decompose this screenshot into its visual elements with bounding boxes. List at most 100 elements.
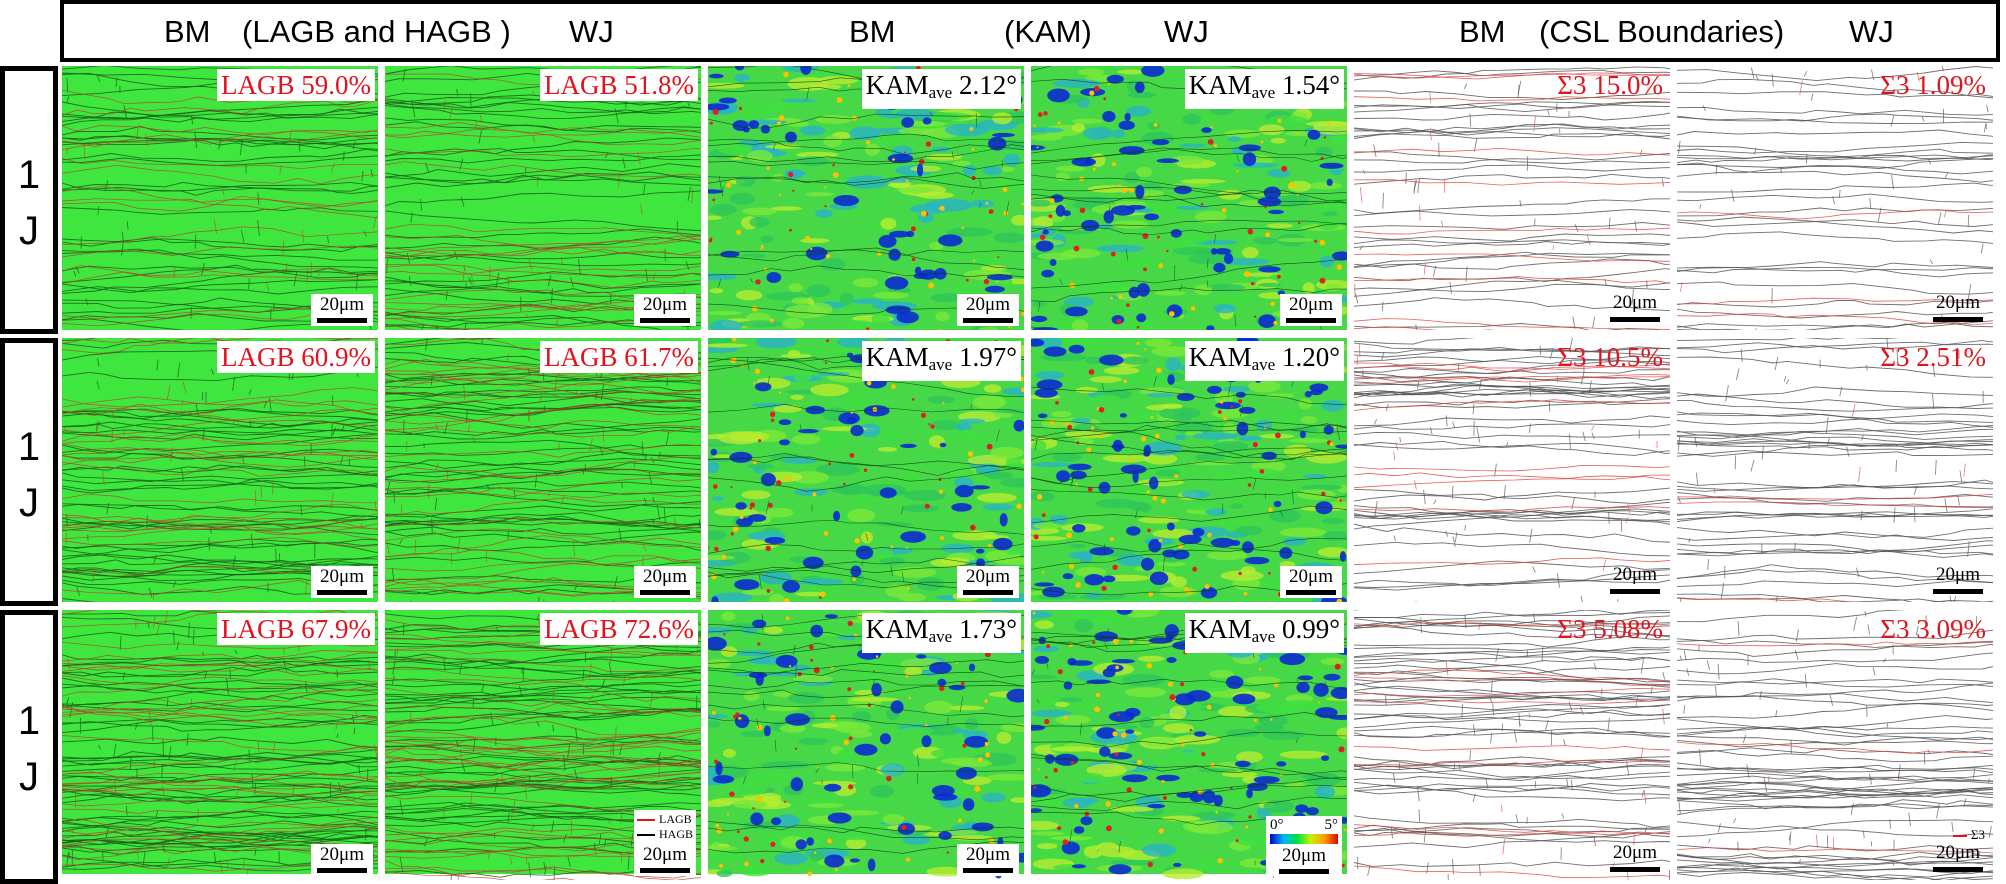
kam-label-subscript: ave bbox=[928, 627, 953, 646]
gb-map-r2-c2: LAGB 61.7% 20μm bbox=[385, 338, 701, 602]
sigma3-fraction-label: Σ3 3.09% bbox=[1880, 614, 1986, 644]
kam-label-subscript: ave bbox=[1251, 355, 1276, 374]
row-label-1-a: 1 bbox=[17, 153, 41, 197]
scale-bar-box: 20μm bbox=[1280, 566, 1342, 598]
scale-bar bbox=[640, 318, 690, 323]
csl-map-r1-c5: Σ3 15.0% 20μm bbox=[1354, 66, 1670, 330]
header-bm-csl: BM bbox=[1459, 14, 1506, 49]
scale-bar bbox=[1286, 590, 1336, 595]
kam-average-label: KAMave 0.99° bbox=[1184, 613, 1344, 653]
scale-bar-box: 20μm bbox=[1927, 840, 1989, 876]
sigma3-legend-text: Σ3 bbox=[1970, 827, 1985, 842]
gb-map-r1-c1: LAGB 59.0% 20μm bbox=[62, 66, 378, 330]
csl-micrograph-image bbox=[1354, 338, 1670, 602]
sigma3-fraction-label: Σ3 5.08% bbox=[1557, 614, 1663, 644]
kam-average-label: KAMave 1.73° bbox=[861, 613, 1021, 653]
scale-bar-box: 20μm bbox=[1927, 562, 1989, 598]
scale-bar bbox=[963, 590, 1013, 595]
csl-map-r2-c5: Σ3 10.5% 20μm bbox=[1354, 338, 1670, 602]
scale-bar-box: 20μm bbox=[1280, 294, 1342, 326]
scale-bar-label: 20μm bbox=[1289, 566, 1333, 587]
row-label-2: 1 J bbox=[0, 338, 58, 606]
row-label-1-b: J bbox=[19, 209, 39, 253]
scale-bar-label: 20μm bbox=[643, 844, 687, 865]
sigma3-fraction-label: Σ3 15.0% bbox=[1557, 70, 1663, 100]
kam-label-subscript: ave bbox=[928, 355, 953, 374]
kam-label-main: KAM bbox=[1188, 614, 1252, 644]
scale-bar-box: 20μm bbox=[1604, 840, 1666, 876]
scale-bar-label: 20μm bbox=[643, 294, 687, 315]
scale-bar-label: 20μm bbox=[643, 566, 687, 587]
scale-bar bbox=[1610, 589, 1660, 594]
column-header-bar: BM (LAGB and HAGB ) WJ BM (KAM) WJ BM (C… bbox=[60, 0, 2000, 62]
scale-bar-label: 20μm bbox=[320, 566, 364, 587]
kam-color-gradient bbox=[1270, 834, 1338, 844]
header-wj-kam: WJ bbox=[1164, 14, 1209, 49]
kam-map-r3-c4: KAMave 0.99° 0° 5° 20μm bbox=[1031, 610, 1347, 880]
gb-micrograph-image bbox=[62, 338, 378, 602]
scale-bar bbox=[1933, 317, 1983, 322]
scale-bar bbox=[640, 590, 690, 595]
scale-bar-label: 20μm bbox=[1289, 294, 1333, 315]
kam-map-r3-c3: KAMave 1.73° 20μm bbox=[708, 610, 1024, 880]
legend-hagb: HAGB bbox=[636, 827, 693, 842]
sigma3-legend: Σ3 bbox=[1952, 827, 1985, 842]
kam-label-main: KAM bbox=[865, 342, 929, 372]
lagb-fraction-label: LAGB 59.0% bbox=[217, 69, 375, 101]
sigma3-fraction-label: Σ3 1.09% bbox=[1880, 70, 1986, 100]
header-bm-kam: BM bbox=[849, 14, 896, 49]
header-wj-csl: WJ bbox=[1849, 14, 1894, 49]
header-gb-title: (LAGB and HAGB ) bbox=[242, 14, 511, 49]
csl-micrograph-image bbox=[1677, 66, 1993, 330]
kam-label-value: 1.73° bbox=[952, 614, 1017, 644]
scale-bar-box: 20μm bbox=[634, 844, 696, 876]
scale-bar-label: 20μm bbox=[1613, 564, 1657, 585]
scale-bar bbox=[317, 868, 367, 873]
csl-map-r3-c5: Σ3 5.08% 20μm bbox=[1354, 610, 1670, 880]
scale-bar-label: 20μm bbox=[966, 294, 1010, 315]
header-csl-title: (CSL Boundaries) bbox=[1539, 14, 1785, 49]
scale-bar-box: 20μm bbox=[311, 844, 373, 876]
scale-bar-box: 20μm bbox=[1927, 290, 1989, 326]
gb-map-r2-c1: LAGB 60.9% 20μm bbox=[62, 338, 378, 602]
lagb-fraction-label: LAGB 72.6% bbox=[540, 613, 698, 645]
gb-micrograph-image bbox=[62, 66, 378, 330]
gb-micrograph-image bbox=[385, 66, 701, 330]
row-label-2-a: 1 bbox=[17, 425, 41, 469]
scale-bar-box: 20μm bbox=[634, 566, 696, 598]
csl-micrograph-image bbox=[1677, 338, 1993, 602]
kam-label-subscript: ave bbox=[1251, 627, 1276, 646]
kam-label-main: KAM bbox=[1188, 342, 1252, 372]
scale-bar-box: 20μm bbox=[1604, 290, 1666, 326]
scale-bar-label: 20μm bbox=[1936, 842, 1980, 863]
scale-bar bbox=[1933, 589, 1983, 594]
lagb-fraction-label: LAGB 51.8% bbox=[540, 69, 698, 101]
kam-map-r2-c4: KAMave 1.20° 20μm bbox=[1031, 338, 1347, 602]
scale-bar-label: 20μm bbox=[1936, 564, 1980, 585]
sigma3-fraction-label: Σ3 10.5% bbox=[1557, 342, 1663, 372]
scale-bar-box: 20μm bbox=[957, 566, 1019, 598]
scale-bar bbox=[1610, 867, 1660, 872]
kam-micrograph-image bbox=[708, 66, 1024, 330]
scale-bar-box: 20μm bbox=[311, 566, 373, 598]
scale-bar-label: 20μm bbox=[1613, 842, 1657, 863]
kam-color-legend: 0° 5° 20μm bbox=[1266, 816, 1342, 876]
legend-lagb-text: LAGB bbox=[658, 812, 692, 826]
row-label-1: 1 J bbox=[0, 66, 58, 334]
scale-bar-box: 20μm bbox=[957, 844, 1019, 876]
scale-bar-label: 20μm bbox=[1936, 292, 1980, 313]
scale-bar bbox=[963, 318, 1013, 323]
kam-map-r1-c3: KAMave 2.12° 20μm bbox=[708, 66, 1024, 330]
header-wj-gb: WJ bbox=[569, 14, 614, 49]
header-bm-gb: BM bbox=[164, 14, 211, 49]
scale-bar bbox=[1286, 318, 1336, 323]
scale-bar bbox=[963, 868, 1013, 873]
row-label-3: 1 J bbox=[0, 610, 58, 884]
scale-bar bbox=[1933, 867, 1983, 872]
row-label-3-a: 1 bbox=[17, 699, 41, 743]
scale-bar-box: 20μm bbox=[957, 294, 1019, 326]
gb-map-r3-c1: LAGB 67.9% 20μm bbox=[62, 610, 378, 880]
kam-label-subscript: ave bbox=[928, 83, 953, 102]
csl-micrograph-image bbox=[1354, 66, 1670, 330]
row-label-3-b: J bbox=[19, 755, 39, 799]
